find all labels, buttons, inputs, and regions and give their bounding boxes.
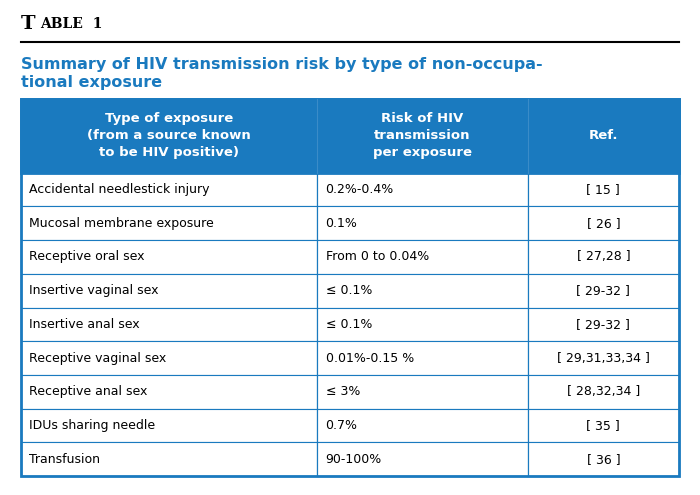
Text: [ 29-32 ]: [ 29-32 ] [576,284,630,297]
Text: [ 36 ]: [ 36 ] [587,453,620,466]
Text: 90-100%: 90-100% [326,453,382,466]
Text: 0.01%-0.15 %: 0.01%-0.15 % [326,351,414,365]
FancyBboxPatch shape [317,375,528,409]
FancyBboxPatch shape [528,409,679,443]
FancyBboxPatch shape [528,443,679,476]
Text: IDUs sharing needle: IDUs sharing needle [29,419,155,432]
Text: Ref.: Ref. [589,129,618,142]
FancyBboxPatch shape [21,206,317,240]
Text: [ 27,28 ]: [ 27,28 ] [577,250,630,263]
FancyBboxPatch shape [528,375,679,409]
FancyBboxPatch shape [21,341,317,375]
FancyBboxPatch shape [317,173,528,206]
Text: 0.7%: 0.7% [326,419,358,432]
Text: ≤ 0.1%: ≤ 0.1% [326,318,372,331]
Text: ABLE  1: ABLE 1 [40,17,102,31]
Text: Insertive vaginal sex: Insertive vaginal sex [29,284,159,297]
Text: [ 26 ]: [ 26 ] [587,217,620,230]
Text: [ 29-32 ]: [ 29-32 ] [576,318,630,331]
Text: Transfusion: Transfusion [29,453,100,466]
FancyBboxPatch shape [21,375,317,409]
FancyBboxPatch shape [528,341,679,375]
Text: 0.2%-0.4%: 0.2%-0.4% [326,183,393,196]
FancyBboxPatch shape [317,443,528,476]
Text: [ 28,32,34 ]: [ 28,32,34 ] [567,385,640,398]
Text: T: T [21,15,36,33]
Text: From 0 to 0.04%: From 0 to 0.04% [326,250,428,263]
Text: ≤ 3%: ≤ 3% [326,385,360,398]
Text: tional exposure: tional exposure [21,75,162,90]
FancyBboxPatch shape [317,206,528,240]
Text: Summary of HIV transmission risk by type of non-occupa-: Summary of HIV transmission risk by type… [21,57,542,72]
FancyBboxPatch shape [21,443,317,476]
FancyBboxPatch shape [528,240,679,274]
FancyBboxPatch shape [317,307,528,341]
Text: [ 35 ]: [ 35 ] [587,419,620,432]
Text: Receptive oral sex: Receptive oral sex [29,250,145,263]
FancyBboxPatch shape [528,307,679,341]
FancyBboxPatch shape [317,274,528,307]
Text: 0.1%: 0.1% [326,217,358,230]
Text: Mucosal membrane exposure: Mucosal membrane exposure [29,217,214,230]
FancyBboxPatch shape [21,409,317,443]
Text: Receptive vaginal sex: Receptive vaginal sex [29,351,167,365]
Text: Accidental needlestick injury: Accidental needlestick injury [29,183,210,196]
FancyBboxPatch shape [21,307,317,341]
FancyBboxPatch shape [317,409,528,443]
FancyBboxPatch shape [528,173,679,206]
Text: Insertive anal sex: Insertive anal sex [29,318,140,331]
FancyBboxPatch shape [317,341,528,375]
Text: Type of exposure
(from a source known
to be HIV positive): Type of exposure (from a source known to… [88,112,251,159]
FancyBboxPatch shape [21,99,679,173]
Text: [ 15 ]: [ 15 ] [587,183,620,196]
FancyBboxPatch shape [317,240,528,274]
FancyBboxPatch shape [528,274,679,307]
FancyBboxPatch shape [21,274,317,307]
Text: ≤ 0.1%: ≤ 0.1% [326,284,372,297]
Text: [ 29,31,33,34 ]: [ 29,31,33,34 ] [557,351,650,365]
FancyBboxPatch shape [21,240,317,274]
Text: Receptive anal sex: Receptive anal sex [29,385,148,398]
Text: Risk of HIV
transmission
per exposure: Risk of HIV transmission per exposure [373,112,472,159]
FancyBboxPatch shape [528,206,679,240]
FancyBboxPatch shape [21,173,317,206]
